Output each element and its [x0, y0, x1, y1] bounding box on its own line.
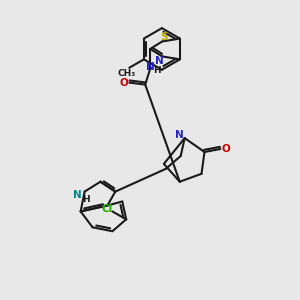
- Text: Cl: Cl: [102, 204, 113, 214]
- Text: O: O: [222, 144, 231, 154]
- Text: H: H: [82, 195, 89, 204]
- Text: N: N: [155, 56, 164, 66]
- Text: N: N: [146, 62, 154, 72]
- Text: S: S: [160, 32, 168, 42]
- Text: O: O: [119, 78, 128, 88]
- Text: N: N: [73, 190, 82, 200]
- Text: H: H: [153, 66, 161, 75]
- Text: N: N: [175, 130, 184, 140]
- Text: CH₃: CH₃: [117, 69, 135, 78]
